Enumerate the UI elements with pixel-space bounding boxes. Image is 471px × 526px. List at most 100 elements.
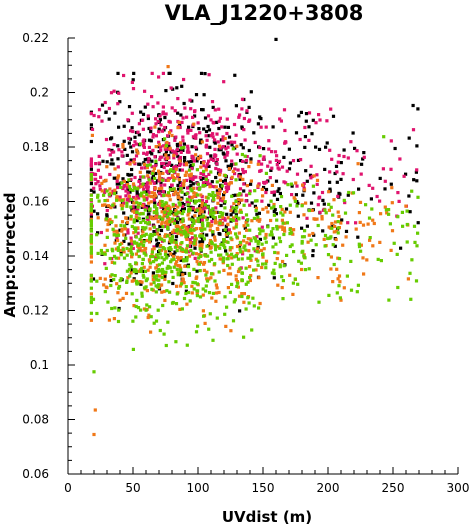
data-point <box>257 239 261 244</box>
data-point <box>146 174 150 178</box>
data-point <box>147 220 151 224</box>
data-point <box>217 107 221 111</box>
data-point <box>245 184 249 188</box>
data-point <box>324 145 328 149</box>
data-point <box>109 162 113 166</box>
data-point <box>241 159 245 163</box>
data-point <box>404 172 408 176</box>
data-point <box>257 219 261 223</box>
data-point <box>249 182 253 186</box>
data-point <box>238 177 242 181</box>
data-point <box>170 149 175 153</box>
data-point <box>185 250 189 254</box>
data-point <box>234 199 238 204</box>
data-point <box>248 256 252 260</box>
data-point <box>191 177 195 182</box>
data-point <box>248 228 252 232</box>
data-point <box>125 253 129 257</box>
data-point <box>155 232 160 236</box>
data-point <box>103 243 107 247</box>
data-point <box>317 147 322 151</box>
data-point <box>189 163 193 167</box>
data-point <box>209 170 213 174</box>
data-points <box>89 37 420 437</box>
data-point <box>109 91 114 95</box>
data-point <box>248 118 252 122</box>
data-point <box>232 300 236 304</box>
data-point <box>241 252 245 256</box>
data-point <box>218 215 222 219</box>
data-point <box>280 165 285 169</box>
data-point <box>152 191 157 195</box>
data-point <box>238 192 242 196</box>
data-point <box>163 137 167 141</box>
data-point <box>287 167 292 171</box>
data-point <box>236 168 240 172</box>
data-point <box>175 255 180 259</box>
data-point <box>211 132 215 136</box>
data-point <box>181 273 185 277</box>
data-point <box>194 175 198 179</box>
data-point <box>204 289 208 293</box>
data-point <box>89 278 93 282</box>
data-point <box>213 138 217 142</box>
data-point <box>236 198 240 202</box>
data-point <box>108 256 112 261</box>
data-point <box>261 157 265 161</box>
data-point <box>275 224 279 229</box>
data-point <box>161 303 165 308</box>
data-point <box>142 219 146 223</box>
data-point <box>405 209 409 213</box>
data-point <box>169 129 173 133</box>
data-point <box>89 167 93 171</box>
data-point <box>237 231 241 235</box>
data-point <box>157 127 161 131</box>
data-point <box>113 167 117 171</box>
data-point <box>117 256 121 260</box>
data-point <box>204 168 208 172</box>
data-point <box>168 237 172 241</box>
data-point <box>144 221 148 225</box>
data-point <box>222 243 226 248</box>
data-point <box>217 232 221 236</box>
data-point <box>164 153 168 157</box>
data-point <box>175 86 179 90</box>
data-point <box>185 256 189 260</box>
data-point <box>218 178 222 182</box>
data-point <box>192 267 196 271</box>
data-point <box>179 186 183 191</box>
data-point <box>185 258 189 262</box>
data-point <box>160 164 164 168</box>
data-point <box>89 221 93 225</box>
data-point <box>260 265 264 270</box>
data-point <box>163 157 167 161</box>
data-point <box>351 191 356 195</box>
data-point <box>107 220 111 224</box>
data-point <box>246 223 250 227</box>
data-point <box>110 260 114 264</box>
data-point <box>89 300 93 305</box>
data-point <box>215 162 219 166</box>
data-point <box>156 285 160 289</box>
data-point <box>212 121 216 125</box>
data-point <box>231 218 235 223</box>
data-point <box>338 280 342 284</box>
data-point <box>134 235 138 239</box>
data-point <box>249 274 253 278</box>
data-point <box>122 124 126 128</box>
data-point <box>120 154 124 158</box>
data-point <box>203 184 207 188</box>
data-point <box>118 100 122 104</box>
data-point <box>402 174 406 178</box>
data-point <box>263 181 267 185</box>
data-point <box>104 110 108 114</box>
data-point <box>224 185 228 190</box>
data-point <box>256 242 260 246</box>
data-point <box>202 237 206 241</box>
data-point <box>103 262 107 266</box>
data-point <box>201 181 205 185</box>
data-point <box>248 192 252 196</box>
data-point <box>159 228 164 233</box>
data-point <box>357 187 361 191</box>
data-point <box>302 186 306 190</box>
